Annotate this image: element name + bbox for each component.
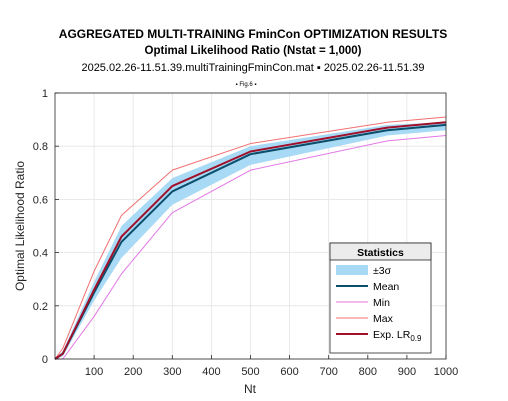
series-line-max xyxy=(54,116,447,360)
x-tick-label: 400 xyxy=(202,366,220,378)
y-tick-label: 0 xyxy=(42,354,48,366)
legend-label: Exp. LR0.9 xyxy=(373,329,422,343)
x-tick-label: 900 xyxy=(398,366,416,378)
legend-label: Mean xyxy=(373,281,399,293)
legend-label: Min xyxy=(373,297,390,309)
x-axis-label: Nt xyxy=(244,382,257,396)
axis-ticks: 100 200 300 400 500 600 700 800 900 1000 0 0.2 0.4 0.… xyxy=(33,88,459,378)
series-line-exp-lr xyxy=(54,121,447,360)
x-tick-label: 100 xyxy=(85,366,103,378)
legend-label: ±3σ xyxy=(373,265,392,277)
y-tick-label: 1 xyxy=(42,88,48,100)
sigma-band-layer xyxy=(55,122,446,359)
x-tick-label: 300 xyxy=(163,366,181,378)
chart-subtitle: Optimal Likelihood Ratio (Nstat = 1,000) xyxy=(145,45,362,57)
y-tick-label: 0.6 xyxy=(33,194,48,206)
x-tick-label: 800 xyxy=(359,366,377,378)
chart-file-subtitle: 2025.02.26-11.51.39.multiTrainingFminCon… xyxy=(81,62,424,74)
y-tick-label: 0.4 xyxy=(33,248,48,260)
y-axis-label: Optimal Likelihood Ratio xyxy=(13,161,27,291)
chart-title: AGGREGATED MULTI-TRAINING FminCon OPTIMI… xyxy=(59,27,447,41)
x-tick-label: 1000 xyxy=(434,366,458,378)
legend-label-subscript: 0.9 xyxy=(410,334,422,343)
y-tick-label: 0.8 xyxy=(33,141,48,153)
x-tick-label: 700 xyxy=(320,366,338,378)
sigma-band xyxy=(55,122,446,359)
y-tick-label: 0.2 xyxy=(33,301,48,313)
legend-title: Statistics xyxy=(357,247,404,259)
legend-label: Max xyxy=(373,313,394,325)
legend-swatch-band xyxy=(336,265,368,275)
x-tick-label: 500 xyxy=(241,366,259,378)
legend-title-box xyxy=(329,242,432,261)
legend-entries: ±3σ Mean Min Max Exp. LR0.9 xyxy=(336,265,422,343)
legend: Statistics ±3σ Mean Min Max Exp. LR0.9 xyxy=(329,242,432,354)
x-tick-label: 200 xyxy=(124,366,142,378)
series-line-min xyxy=(55,135,447,360)
x-tick-label: 600 xyxy=(280,366,298,378)
series-layer xyxy=(54,116,447,360)
figure-tag: ▪ Fig.6 ▪ xyxy=(236,82,257,88)
